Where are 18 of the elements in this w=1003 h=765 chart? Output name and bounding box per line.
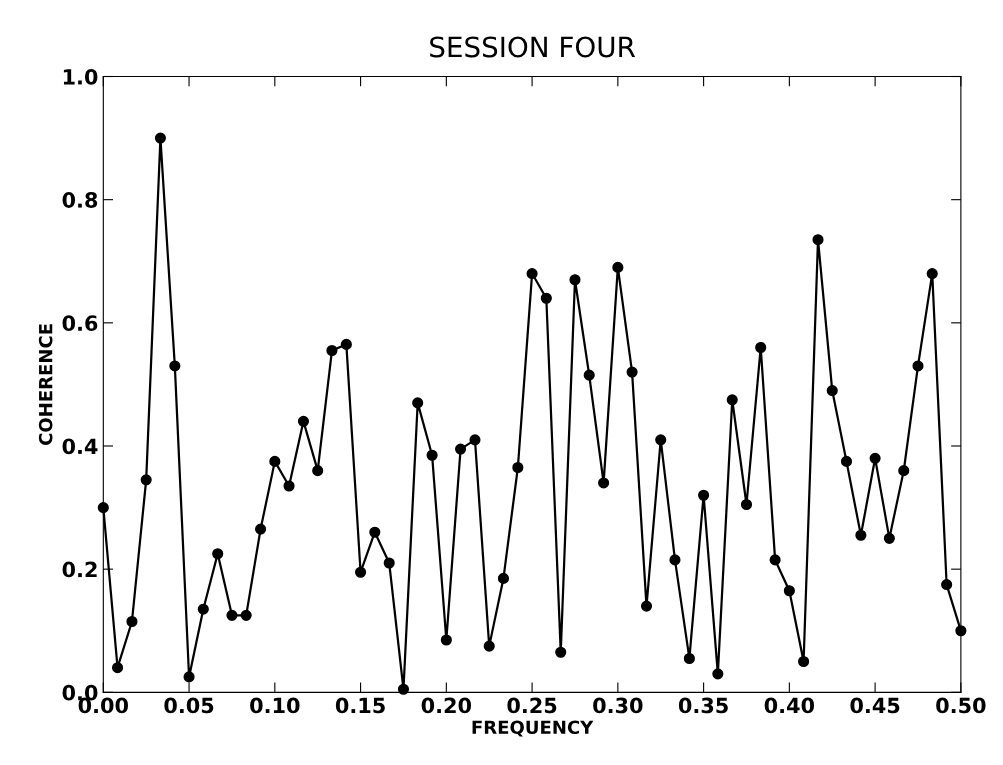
x-tick-label: 0.15	[335, 697, 385, 714]
y-tick-label: 0.8	[62, 192, 98, 208]
x-tick-label: 0.25	[507, 697, 557, 714]
x-tick-label: 0.30	[593, 697, 643, 714]
x-tick-label: 0.40	[764, 697, 815, 714]
x-tick-label: 0.05	[164, 697, 214, 714]
x-tick-label: 0.10	[250, 697, 300, 714]
y-tick-label: 0.2	[62, 561, 97, 578]
x-tick-label: 0.20	[421, 697, 472, 714]
x-axis-title: FREQUENCY	[472, 720, 594, 737]
x-tick-label: 0.50	[936, 697, 986, 714]
y-tick-label: 0.6	[62, 315, 98, 332]
y-axis-title: COHERENCE	[38, 324, 53, 445]
chart-title: SESSION FOUR	[430, 36, 636, 58]
x-tick-label: 0.35	[678, 697, 728, 714]
y-tick-label: 1.0	[63, 68, 98, 85]
x-tick-label: 0.45	[850, 697, 900, 714]
y-tick-label: 0.4	[62, 438, 98, 455]
